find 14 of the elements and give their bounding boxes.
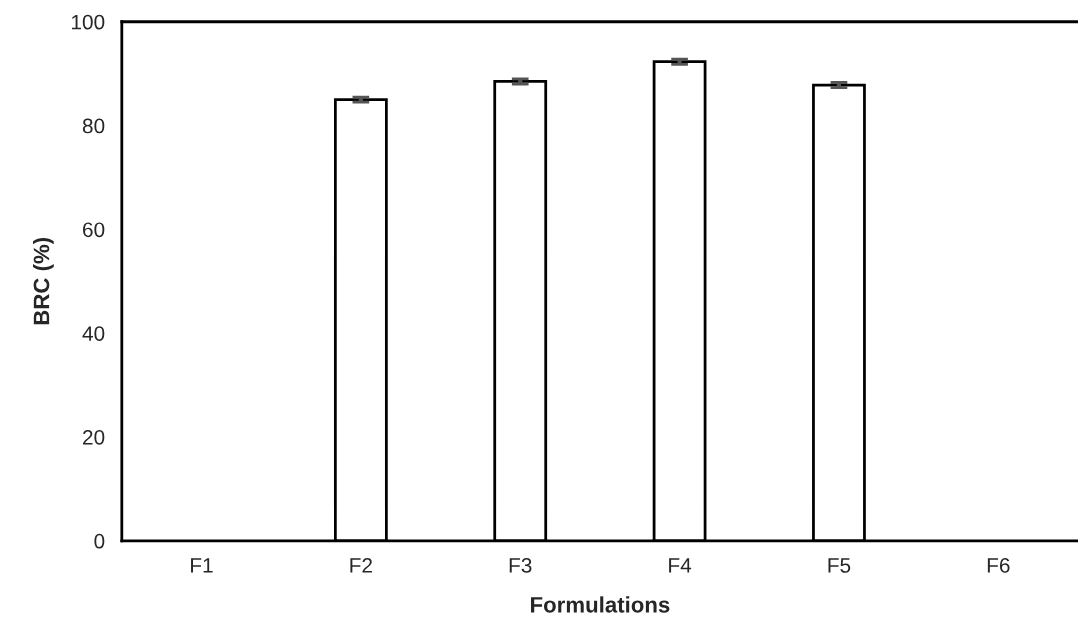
x-axis-title: Formulations — [531, 596, 670, 613]
x-tick-label: F5 — [828, 558, 851, 573]
x-tick-label: F6 — [987, 558, 1010, 573]
y-tick-label: 80 — [82, 118, 105, 134]
x-tick-label: F4 — [669, 558, 692, 573]
x-tick-label: F2 — [350, 558, 372, 573]
y-tick-label: 60 — [83, 222, 105, 238]
x-tick-label: F3 — [509, 558, 532, 573]
y-tick-label: 100 — [71, 14, 105, 30]
y-tick-label: 20 — [83, 429, 105, 445]
y-tick-label: 0 — [94, 533, 105, 549]
y-axis-title: BRC (%) — [33, 237, 54, 325]
x-tick-label: F1 — [191, 558, 213, 573]
y-tick-label: 40 — [82, 326, 105, 341]
